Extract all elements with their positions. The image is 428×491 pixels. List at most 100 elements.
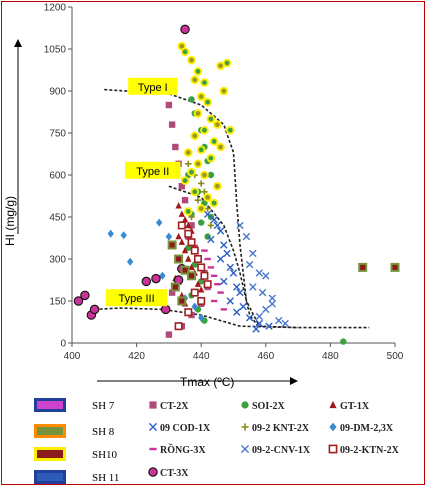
legend-well-label: SH 7 [92, 400, 115, 412]
chart-svg: Tmax (ºC) HI (mg/g) 400 420 440 460 480 500 0 1… [3, 3, 404, 484]
x-tick-label: 420 [128, 351, 145, 362]
point-x [245, 314, 254, 322]
point-diamond [198, 313, 205, 322]
point-sh10 [221, 88, 227, 94]
y-axis-label: HI (mg/g) [3, 196, 17, 246]
x-tick-label: 400 [64, 351, 81, 362]
point-sh10 [198, 206, 204, 212]
point-square [168, 289, 176, 296]
point-x [226, 263, 234, 272]
point-square [165, 331, 173, 338]
point-sh10 [214, 183, 220, 189]
point-plus [194, 197, 202, 204]
point-sh10 [198, 147, 204, 153]
point-sh8 [176, 256, 182, 262]
annotation-label: Type III [119, 293, 155, 305]
point-square-open [190, 288, 199, 297]
x-tick-label: 440 [193, 351, 210, 362]
point-x [268, 300, 276, 308]
point-square [149, 401, 157, 409]
annotation-label: Type II [136, 166, 169, 178]
point-sh10 [205, 99, 211, 105]
point-diamond [191, 302, 198, 311]
point-square-open [177, 221, 186, 230]
point-sh10 [208, 116, 214, 122]
annotation-box [125, 161, 181, 179]
point-x [281, 319, 289, 328]
point-sh10 [214, 122, 220, 127]
legend: SH 7 SH 8 SH10 SH 11 CT-2X SOI-2X GT-1X 09 COD-… [34, 398, 400, 484]
point-x [203, 210, 212, 218]
legend-series-label: 09-2 KNT-2X [252, 423, 310, 434]
type-curve [168, 185, 260, 329]
point-square [181, 197, 189, 204]
point-diamond [120, 231, 127, 240]
type-annotations: Type I Type II Type III [105, 77, 181, 307]
point-square [168, 121, 176, 128]
legend-well-label: SH10 [92, 449, 118, 461]
point-square [188, 222, 195, 229]
point-x [207, 235, 215, 244]
x-axis-label: Tmax (ºC) [180, 375, 234, 389]
point-x [220, 277, 228, 286]
legend-series-label: CT-3X [160, 468, 189, 479]
point-triangle [185, 221, 192, 229]
point-triangle [188, 263, 195, 271]
point-sh10 [182, 178, 188, 184]
point-sh10 [202, 172, 207, 178]
point-circle [241, 401, 249, 409]
point-sh10 [208, 155, 214, 161]
point-x [262, 305, 270, 314]
y-tick-label: 600 [49, 171, 66, 182]
legend-series-label: CT-2X [160, 401, 189, 412]
x-tick-label: 480 [322, 351, 339, 362]
point-x [255, 312, 264, 321]
point-x [275, 316, 283, 325]
legend-series-label: 09-DM-2,3X [340, 423, 394, 434]
point-circle [201, 199, 208, 207]
point-sh8 [179, 298, 185, 304]
point-triangle [194, 280, 202, 287]
annotation-box [105, 289, 168, 307]
chart-frame: Tmax (ºC) HI (mg/g) 400 420 440 460 480 500 0 1… [1, 1, 425, 485]
point-sh8 [182, 267, 188, 273]
point-sh10 [211, 200, 217, 206]
point-square-open [197, 296, 206, 305]
y-tick-label: 900 [49, 87, 66, 98]
point-ct3x [141, 276, 152, 287]
point-x [240, 444, 250, 454]
point-diamond [159, 271, 166, 280]
y-tick-label: 450 [49, 213, 66, 224]
point-sh10 [182, 49, 188, 55]
point-sh8 [172, 284, 178, 290]
point-x [265, 322, 273, 330]
point-sh10 [185, 150, 191, 156]
point-sh10 [179, 43, 185, 49]
point-square-open [190, 246, 199, 255]
point-sh10 [198, 94, 204, 99]
legend-well-swatch [37, 427, 63, 435]
point-ct3x [151, 273, 161, 284]
point-x [148, 422, 158, 432]
point-sh10 [227, 127, 233, 133]
point-sh10 [202, 127, 207, 133]
point-plus [241, 423, 249, 431]
point-sh10 [192, 77, 198, 83]
point-x [262, 272, 270, 280]
point-square-open [184, 308, 193, 317]
point-diamond [107, 229, 114, 238]
point-x [255, 319, 264, 328]
point-sh8 [392, 264, 398, 270]
point-square-open [197, 263, 206, 272]
point-triangle [178, 238, 186, 245]
point-circle [198, 219, 205, 226]
legend-well-swatch [37, 450, 63, 458]
type-curve [94, 307, 299, 329]
point-x [236, 288, 244, 297]
point-sh10 [205, 195, 211, 200]
point-diamond [156, 218, 163, 227]
point-x [233, 283, 241, 291]
point-square-open [174, 322, 183, 331]
annotation-label: Type I [138, 82, 168, 94]
legend-well-swatch [37, 473, 63, 481]
